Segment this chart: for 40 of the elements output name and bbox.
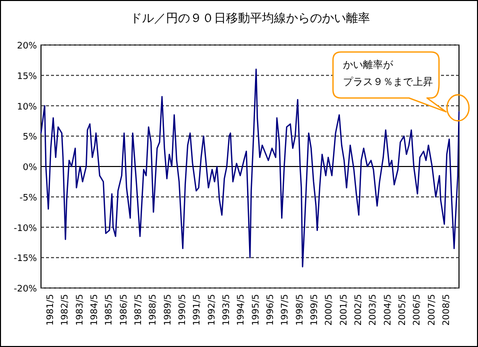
x-tick-label: 1992/5 (207, 294, 218, 326)
x-tick-label: 2003/5 (368, 294, 379, 326)
x-tick-label: 1985/5 (104, 294, 115, 326)
x-tick-label: 2005/5 (398, 294, 408, 326)
y-tick-label: 0% (22, 163, 38, 173)
x-tick-label: 2008/5 (442, 294, 452, 326)
y-tick-label: -5% (19, 193, 38, 204)
x-tick-label: 1990/5 (178, 294, 188, 326)
x-tick-label: 1998/5 (295, 294, 306, 326)
x-tick-label: 1984/5 (90, 294, 100, 326)
x-tick-label: 2001/5 (339, 294, 350, 326)
x-tick-label: 1999/5 (310, 294, 320, 326)
x-tick-label: 1982/5 (60, 294, 71, 326)
x-tick-label: 1995/5 (251, 294, 262, 326)
y-tick-label: 5% (22, 132, 38, 143)
y-tick-label: 15% (16, 72, 38, 82)
x-tick-label: 1993/5 (222, 294, 232, 326)
x-tick-label: 1991/5 (192, 294, 203, 326)
y-tick-label: 10% (16, 102, 38, 112)
x-tick-label: 2007/5 (427, 294, 438, 326)
x-tick-label: 2004/5 (383, 294, 394, 326)
x-tick-label: 1994/5 (236, 294, 247, 326)
x-tick-label: 1996/5 (266, 294, 276, 326)
x-tick-label: 2000/5 (324, 294, 335, 326)
x-tick-label: 1986/5 (119, 294, 130, 326)
x-tick-label: 2006/5 (412, 294, 423, 326)
y-tick-label: -15% (14, 254, 38, 264)
annotation: プラス９％まで上昇 (343, 76, 433, 88)
x-tick-label: 1988/5 (148, 294, 159, 326)
chart-title: ドル／円の９０日移動平均線からのかい離率 (130, 11, 370, 25)
x-tick-label: 2002/5 (354, 294, 364, 326)
x-tick-label: 1981/5 (46, 294, 56, 326)
x-tick-label: 1997/5 (280, 294, 291, 326)
y-tick-label: 20% (16, 42, 38, 52)
x-tick-label: 1983/5 (75, 294, 86, 326)
x-tick-label: 1989/5 (163, 294, 174, 326)
y-tick-label: -20% (14, 284, 38, 294)
x-tick-label: 1987/5 (134, 294, 144, 326)
y-tick-label: -10% (14, 224, 38, 234)
annotation: かい離率が (343, 59, 394, 71)
